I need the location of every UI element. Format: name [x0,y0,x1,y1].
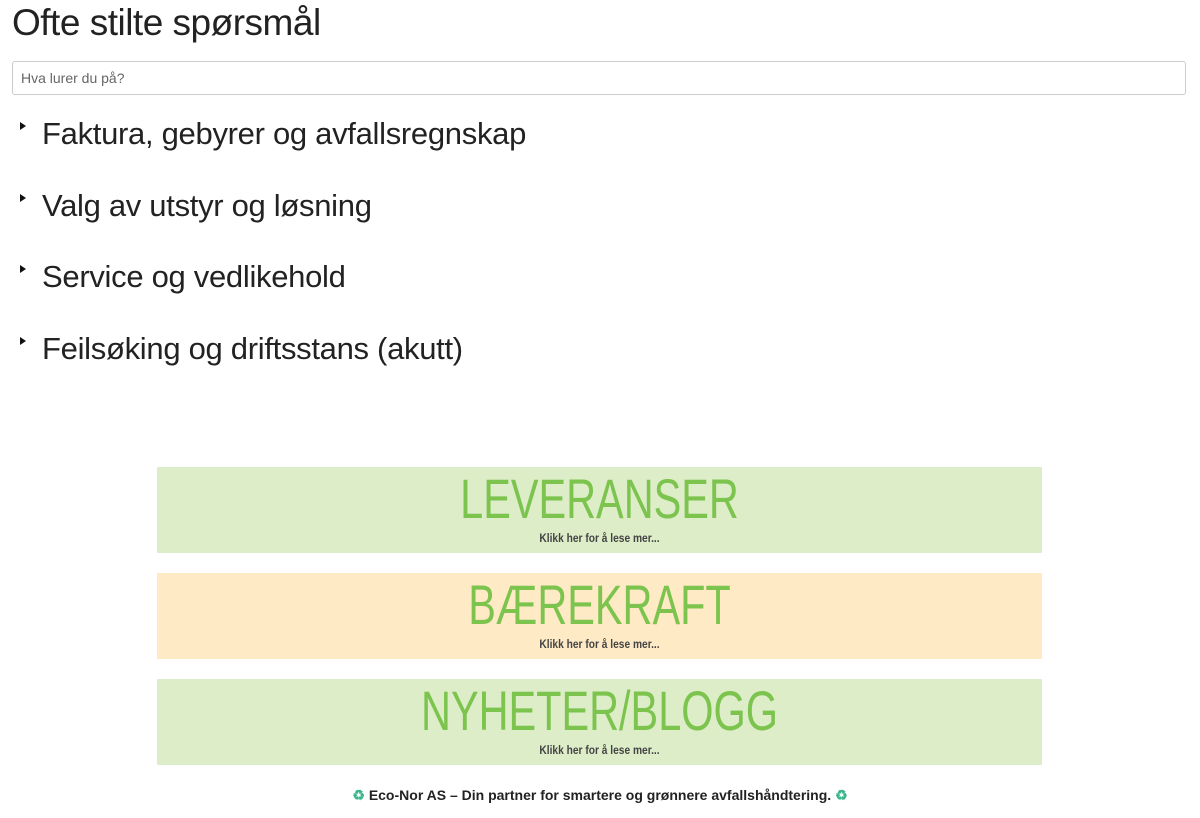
banner-subtitle: Klikk her for å lese mer... [539,637,660,651]
recycle-icon: ♻ [835,787,848,803]
disclosure-triangle-icon [20,194,26,202]
disclosure-triangle-icon [20,122,26,130]
banner-title: BÆREKRAFT [468,573,731,636]
disclosure-triangle-icon [20,337,26,345]
faq-section-label: Valg av utstyr og løsning [42,188,372,223]
banner-title: LEVERANSER [460,467,739,530]
faq-section-label: Service og vedlikehold [42,259,346,294]
banner-title: NYHETER/BLOGG [421,679,778,742]
faq-section-label: Feilsøking og driftsstans (akutt) [42,331,463,366]
disclosure-triangle-icon [20,265,26,273]
banner-nyheter-blogg[interactable]: NYHETER/BLOGG Klikk her for å lese mer..… [157,679,1042,765]
footer: ♻ Eco-Nor AS – Din partner for smartere … [0,787,1200,804]
page-title: Ofte stilte spørsmål [12,2,321,43]
banner-leveranser[interactable]: LEVERANSER Klikk her for å lese mer... [157,467,1042,553]
faq-section-label: Faktura, gebyrer og avfallsregnskap [42,116,527,151]
banner-subtitle: Klikk her for å lese mer... [539,743,660,757]
banner-baerekraft[interactable]: BÆREKRAFT Klikk her for å lese mer... [157,573,1042,659]
footer-text: Eco-Nor AS – Din partner for smartere og… [368,787,832,803]
recycle-icon: ♻ [352,787,365,803]
search-input[interactable] [12,61,1186,95]
banner-subtitle: Klikk her for å lese mer... [539,531,660,545]
